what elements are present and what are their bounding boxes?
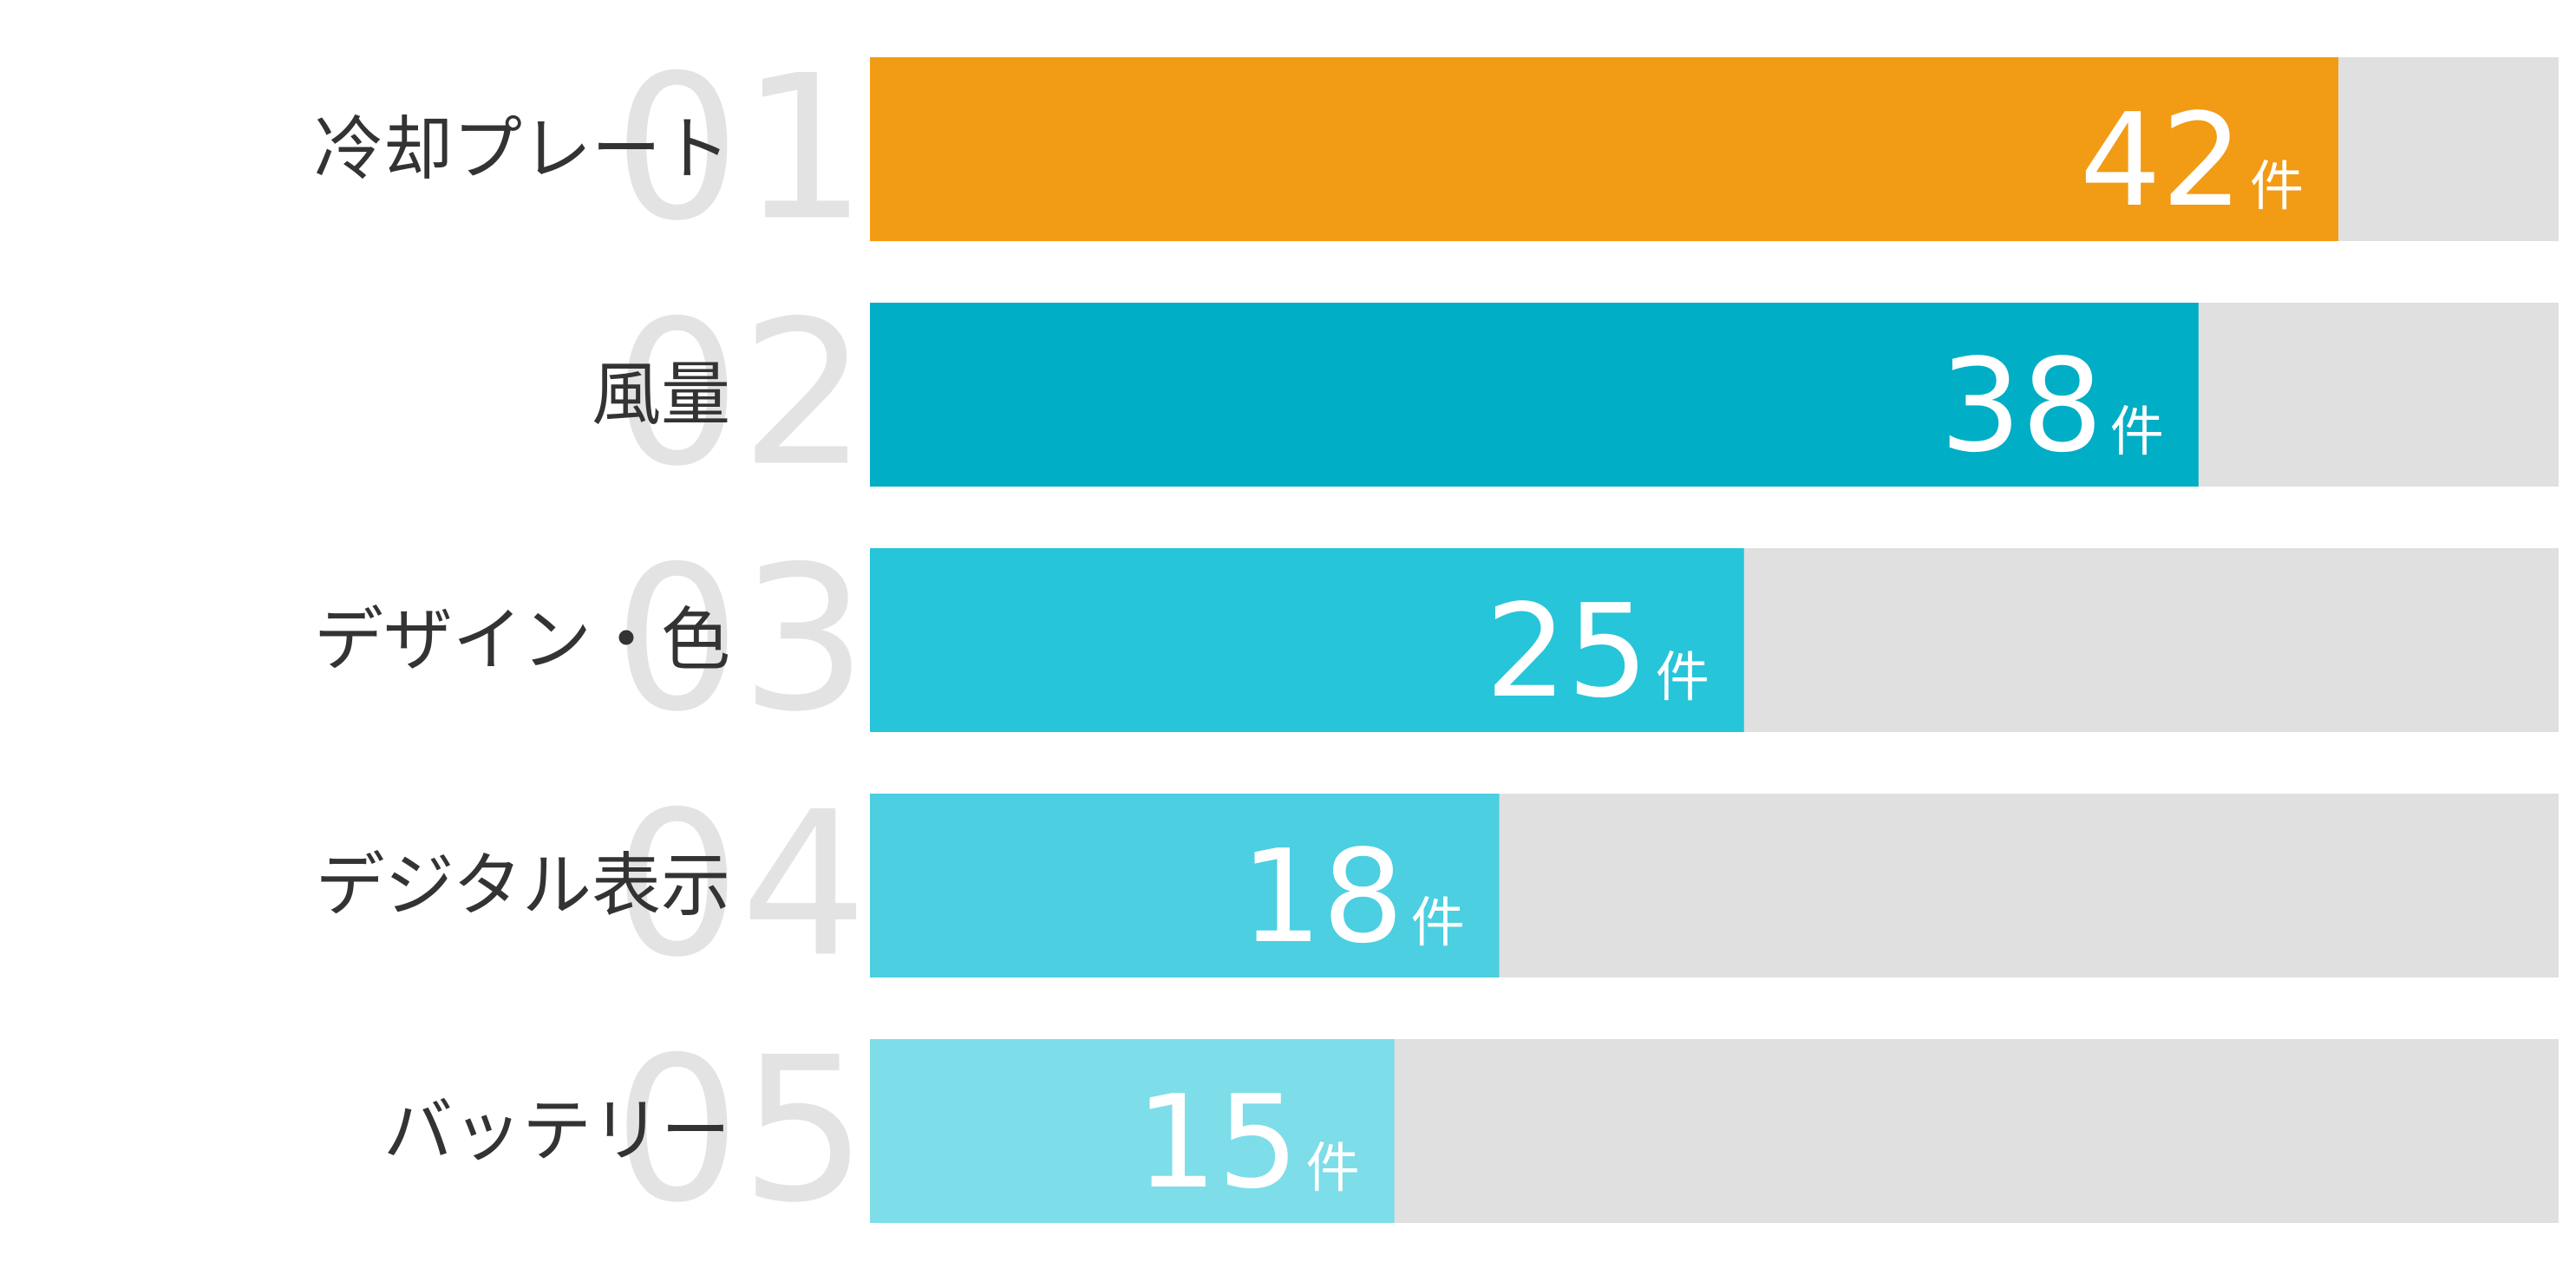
category-label: 冷却プレート — [314, 109, 730, 190]
bar — [870, 548, 1744, 732]
value-unit: 件 — [1411, 891, 1465, 954]
value-label: 42 件 — [2080, 86, 2304, 235]
value-unit: 件 — [2110, 400, 2164, 463]
value-unit: 件 — [1656, 645, 1710, 709]
category-label: バッテリー — [383, 1091, 730, 1172]
bar — [870, 1039, 1395, 1223]
bar — [870, 794, 1500, 978]
category-label: 風量 — [592, 355, 730, 435]
value-label: 18 件 — [1240, 822, 1464, 971]
value-unit: 件 — [1306, 1136, 1360, 1200]
value-number: 38 — [1939, 331, 2102, 481]
value-number: 25 — [1485, 577, 1648, 726]
value-number: 15 — [1135, 1068, 1298, 1217]
rank-number: 03 — [613, 525, 867, 756]
value-unit: 件 — [2250, 154, 2304, 218]
value-number: 42 — [2080, 86, 2243, 235]
value-label: 15 件 — [1135, 1068, 1359, 1217]
rank-number: 01 — [613, 34, 867, 265]
bar — [870, 57, 2339, 241]
category-label: デジタル表示 — [316, 846, 730, 926]
rank-number: 05 — [613, 1016, 867, 1247]
rank-number: 02 — [613, 279, 867, 511]
category-label: デザイン・色 — [314, 600, 730, 681]
value-number: 18 — [1240, 822, 1403, 971]
value-label: 25 件 — [1485, 577, 1709, 726]
bar — [870, 303, 2199, 487]
rank-number: 04 — [613, 770, 867, 1002]
value-label: 38 件 — [1939, 331, 2163, 481]
